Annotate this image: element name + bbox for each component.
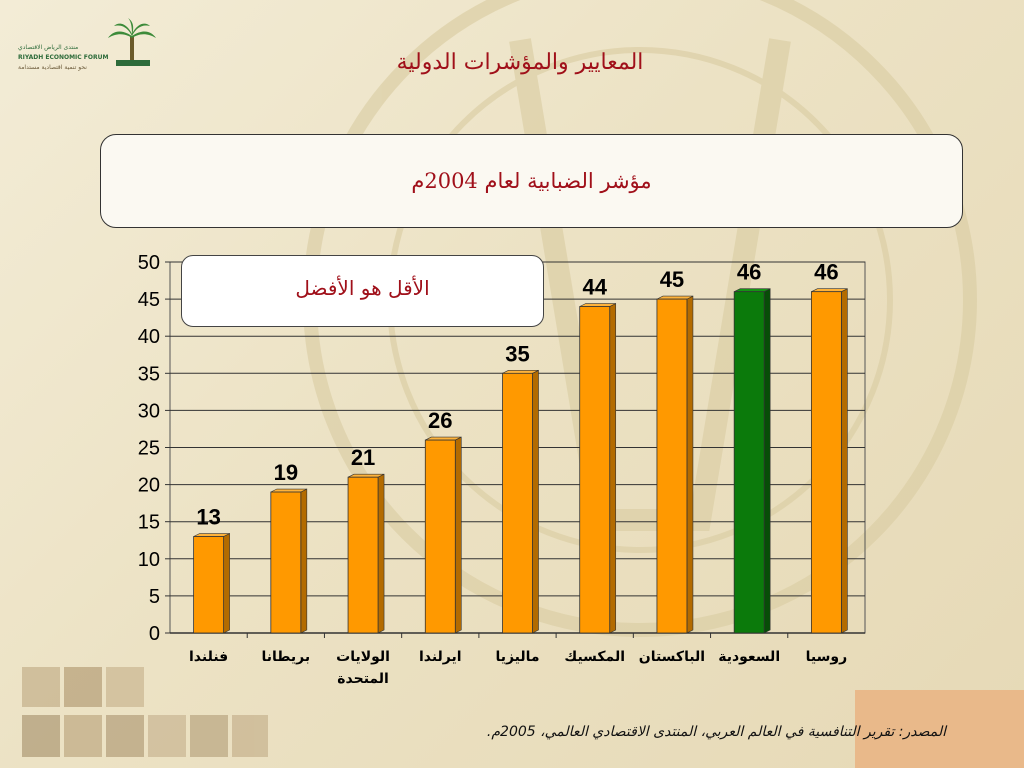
y-tick-label: 30 xyxy=(138,400,160,422)
bar-top xyxy=(270,488,307,493)
y-tick-label: 40 xyxy=(138,326,160,348)
bar xyxy=(424,439,456,634)
data-label: 26 xyxy=(428,408,452,433)
data-label: 46 xyxy=(737,260,761,285)
bar-top xyxy=(347,473,385,478)
riyadh-economic-forum-logo: منتدى الرياض الاقتصادي RIYADH ECONOMIC F… xyxy=(8,18,158,76)
y-tick-label: 45 xyxy=(138,289,160,311)
logo-english-name: RIYADH ECONOMIC FORUM xyxy=(18,54,109,61)
x-tick-label: الولايات xyxy=(336,649,390,665)
y-tick-label: 10 xyxy=(138,549,160,571)
y-tick-label: 0 xyxy=(149,623,160,645)
chart-title-box: مؤشر الضبابية لعام 2004م xyxy=(100,134,963,228)
x-tick-label: ايرلندا xyxy=(419,649,462,665)
bar xyxy=(193,536,225,634)
bar xyxy=(733,291,765,634)
bar-top xyxy=(502,369,539,374)
bar-top xyxy=(193,533,230,537)
palm-tree-icon xyxy=(108,18,156,66)
source-citation: المصدر: تقرير التنافسية في العالم العربي… xyxy=(486,724,946,740)
y-tick-label: 50 xyxy=(138,252,160,274)
bar-top xyxy=(425,436,462,441)
data-label: 35 xyxy=(505,341,529,366)
bar-top xyxy=(579,303,616,307)
x-tick-label: ماليزيا xyxy=(495,649,539,665)
bar xyxy=(579,306,611,634)
bar-top xyxy=(734,288,771,292)
bar-side xyxy=(609,303,617,634)
x-tick-label: السعودية xyxy=(718,649,780,665)
y-tick-label: 15 xyxy=(138,512,160,534)
x-tick-label: بريطانا xyxy=(262,649,311,665)
bar xyxy=(656,298,688,634)
logo-tagline: نحو تنمية اقتصادية مستدامة xyxy=(18,64,87,71)
slide-title: المعايير والمؤشرات الدولية xyxy=(396,50,644,75)
bar-side xyxy=(841,288,848,634)
y-tick-label: 25 xyxy=(138,438,160,460)
y-tick-label: 20 xyxy=(138,475,160,497)
x-tick-label: المتحدة xyxy=(337,671,389,687)
x-tick-label: فنلندا xyxy=(189,649,228,665)
decorative-thumbnails xyxy=(22,667,268,757)
bar xyxy=(502,372,533,634)
bar-side xyxy=(300,488,308,634)
source-accent-bar xyxy=(855,690,1024,768)
bar-side xyxy=(763,288,771,634)
bar-side xyxy=(454,436,462,634)
bar-top xyxy=(656,295,694,300)
bar xyxy=(270,491,302,634)
bar-side xyxy=(686,295,694,634)
chart-title: مؤشر الضبابية لعام 2004م xyxy=(411,169,652,193)
data-label: 44 xyxy=(582,275,607,300)
data-label: 19 xyxy=(274,460,298,485)
note-text: الأقل هو الأفضل xyxy=(295,276,430,300)
data-label: 46 xyxy=(814,260,838,285)
data-label: 21 xyxy=(351,445,375,470)
data-label: 45 xyxy=(660,267,684,292)
x-tick-label: المكسيك xyxy=(564,649,625,665)
y-tick-label: 35 xyxy=(138,363,160,385)
bar-side xyxy=(377,473,385,634)
logo-arabic-name: منتدى الرياض الاقتصادي xyxy=(18,44,79,51)
bar-top xyxy=(811,288,848,292)
note-box: الأقل هو الأفضل xyxy=(181,255,544,327)
bar-side xyxy=(532,369,539,634)
x-tick-label: الباكستان xyxy=(639,649,705,665)
data-label: 13 xyxy=(196,505,220,530)
bar xyxy=(347,476,379,634)
y-tick-label: 5 xyxy=(149,586,160,608)
bar-side xyxy=(223,533,230,634)
x-tick-label: روسيا xyxy=(806,649,848,665)
bar xyxy=(810,291,842,634)
